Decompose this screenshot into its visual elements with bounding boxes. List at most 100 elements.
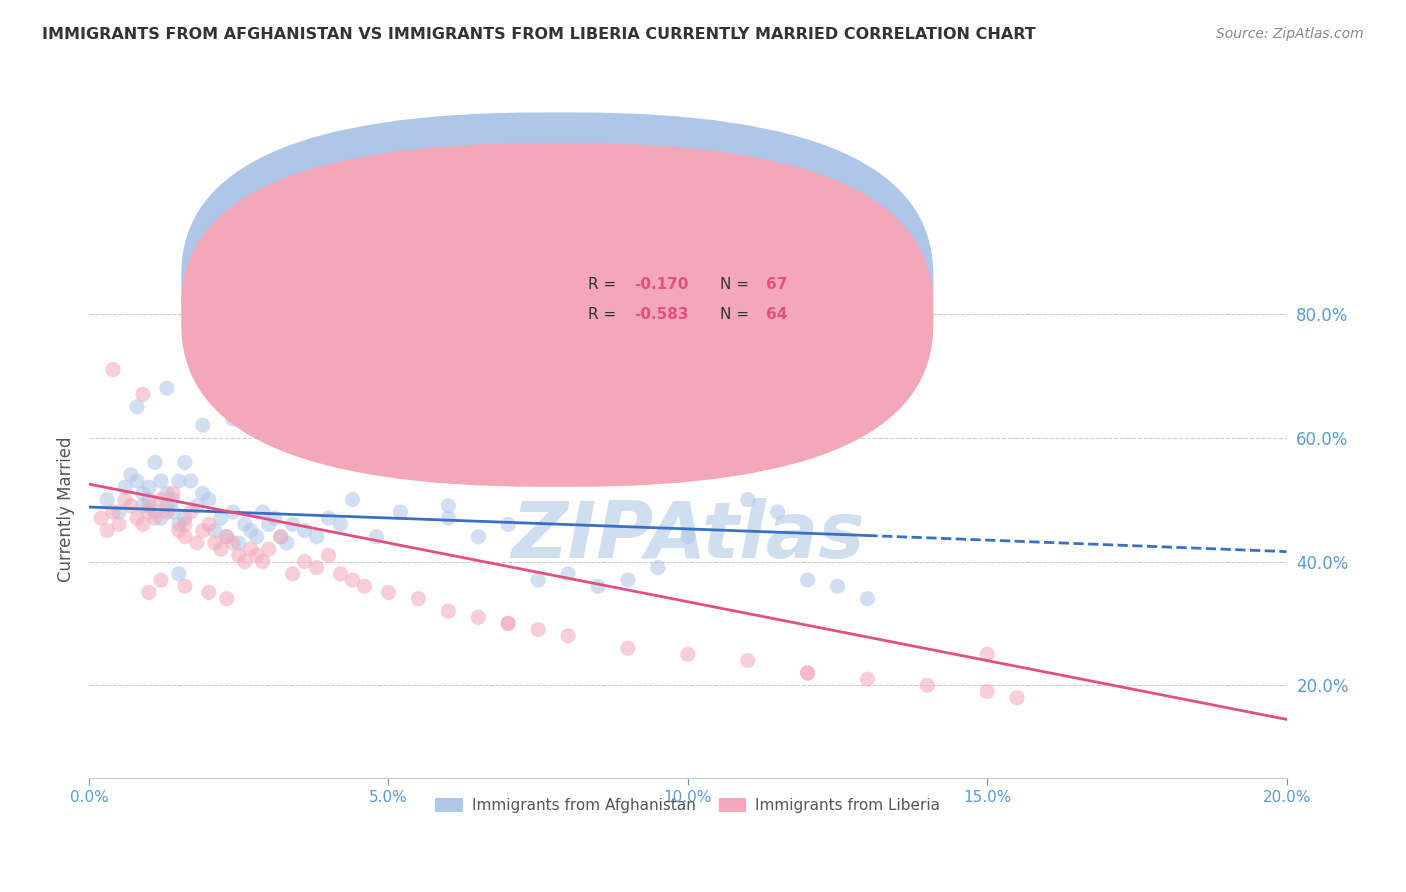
Point	[101, 362, 124, 376]
Point	[252, 554, 274, 568]
Point	[167, 517, 190, 532]
Legend: Immigrants from Afghanistan, Immigrants from Liberia: Immigrants from Afghanistan, Immigrants …	[429, 792, 946, 819]
Point	[329, 517, 352, 532]
FancyBboxPatch shape	[181, 112, 934, 456]
Point	[389, 505, 412, 519]
Point	[156, 499, 179, 513]
Point	[132, 387, 155, 401]
Point	[318, 511, 340, 525]
Point	[198, 585, 221, 599]
Point	[496, 616, 519, 631]
Point	[329, 566, 352, 581]
Point	[737, 492, 759, 507]
FancyBboxPatch shape	[526, 264, 868, 342]
Point	[496, 616, 519, 631]
Point	[496, 517, 519, 532]
Point	[215, 591, 238, 606]
Point	[156, 505, 179, 519]
Point	[294, 524, 316, 538]
Point	[173, 455, 195, 469]
Point	[132, 499, 155, 513]
Point	[149, 474, 172, 488]
Point	[233, 517, 256, 532]
Point	[377, 585, 399, 599]
Point	[228, 549, 250, 563]
Point	[204, 524, 226, 538]
Point	[215, 530, 238, 544]
Point	[209, 542, 232, 557]
Point	[149, 511, 172, 525]
Point	[209, 511, 232, 525]
Point	[186, 499, 208, 513]
Text: N =: N =	[720, 308, 754, 322]
Point	[239, 542, 262, 557]
Point	[222, 412, 245, 426]
Point	[276, 536, 298, 550]
Point	[108, 505, 131, 519]
Point	[180, 474, 202, 488]
Point	[342, 492, 364, 507]
Text: N =: N =	[720, 277, 754, 292]
Point	[856, 672, 879, 686]
Point	[132, 486, 155, 500]
Text: Source: ZipAtlas.com: Source: ZipAtlas.com	[1216, 27, 1364, 41]
Point	[796, 665, 818, 680]
Point	[408, 591, 430, 606]
Point	[252, 505, 274, 519]
Text: 67: 67	[766, 277, 787, 292]
Point	[162, 505, 184, 519]
Point	[132, 517, 155, 532]
Point	[257, 517, 280, 532]
Point	[527, 573, 550, 587]
Point	[215, 530, 238, 544]
Point	[120, 467, 142, 482]
Point	[198, 517, 221, 532]
Point	[228, 536, 250, 550]
Point	[239, 524, 262, 538]
Point	[617, 573, 640, 587]
Point	[120, 499, 142, 513]
Point	[233, 554, 256, 568]
Point	[342, 573, 364, 587]
Point	[246, 530, 269, 544]
Point	[186, 536, 208, 550]
Y-axis label: Currently Married: Currently Married	[58, 436, 75, 582]
Point	[149, 573, 172, 587]
Point	[143, 511, 166, 525]
Point	[437, 511, 460, 525]
Point	[138, 585, 160, 599]
Point	[143, 455, 166, 469]
FancyBboxPatch shape	[181, 143, 934, 487]
Point	[305, 560, 328, 574]
Point	[90, 511, 112, 525]
Point	[737, 654, 759, 668]
Point	[617, 641, 640, 656]
Point	[162, 492, 184, 507]
Point	[108, 517, 131, 532]
Point	[125, 474, 148, 488]
Point	[96, 524, 118, 538]
Point	[167, 474, 190, 488]
Point	[114, 480, 136, 494]
Point	[173, 511, 195, 525]
Point	[917, 678, 939, 692]
Point	[263, 511, 285, 525]
Point	[366, 530, 388, 544]
Point	[676, 530, 699, 544]
Point	[586, 579, 609, 593]
Point	[191, 486, 214, 500]
Text: R =: R =	[589, 308, 621, 322]
Point	[138, 499, 160, 513]
Point	[143, 505, 166, 519]
Point	[222, 536, 245, 550]
Point	[676, 648, 699, 662]
Point	[467, 530, 489, 544]
Point	[257, 542, 280, 557]
Point	[167, 524, 190, 538]
Point	[557, 406, 579, 420]
Point	[246, 549, 269, 563]
Point	[1005, 690, 1028, 705]
Point	[222, 505, 245, 519]
Point	[191, 524, 214, 538]
Text: IMMIGRANTS FROM AFGHANISTAN VS IMMIGRANTS FROM LIBERIA CURRENTLY MARRIED CORRELA: IMMIGRANTS FROM AFGHANISTAN VS IMMIGRANT…	[42, 27, 1036, 42]
